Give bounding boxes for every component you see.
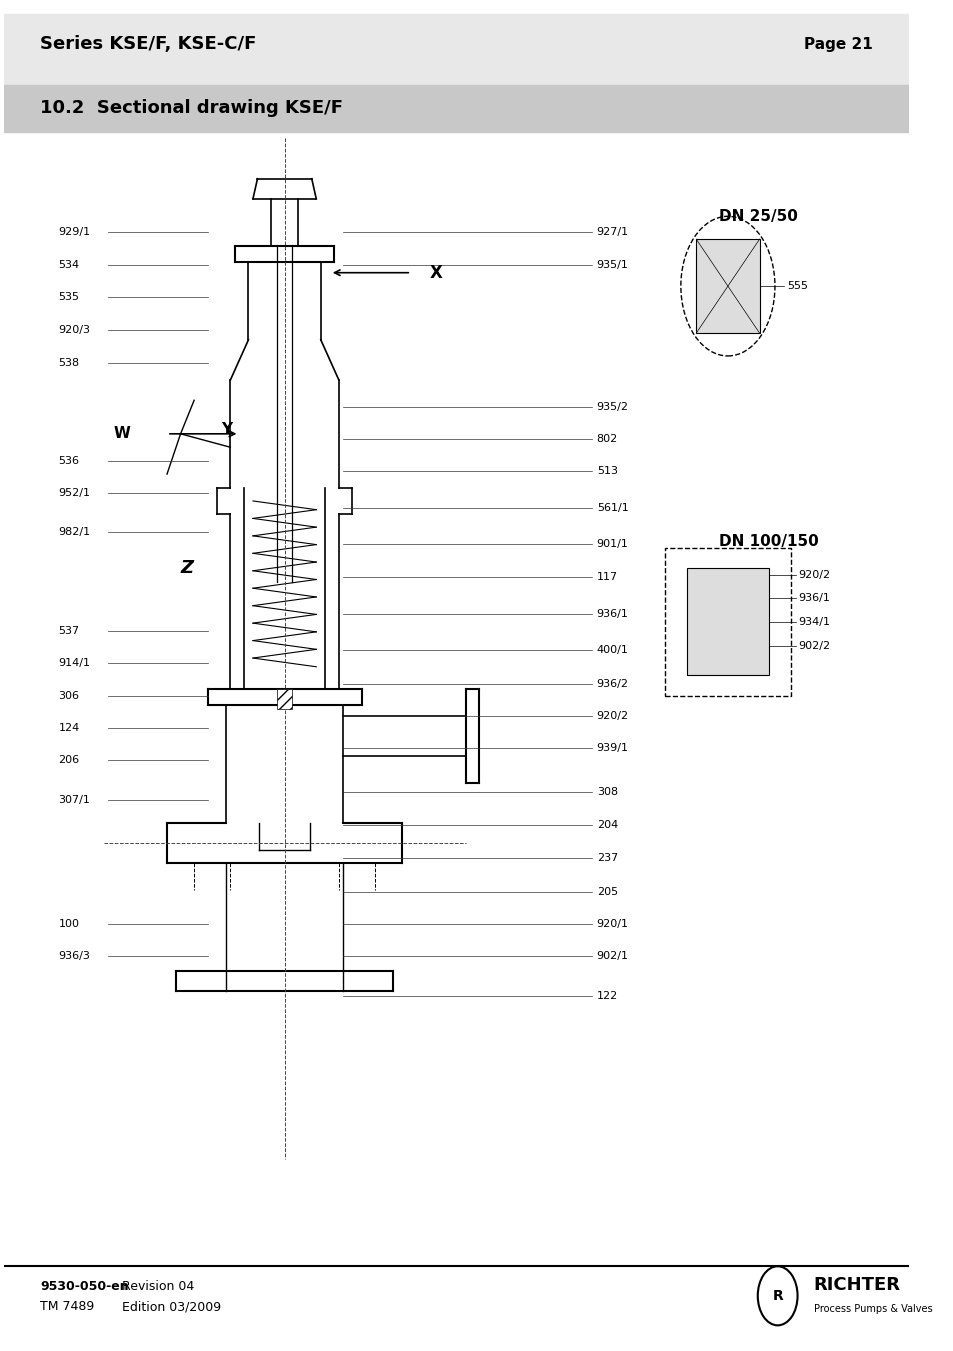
- Text: 802: 802: [597, 434, 618, 444]
- Bar: [4, 85, 908, 131]
- Text: 902/2: 902/2: [798, 640, 830, 651]
- Text: 10.2  Sectional drawing KSE/F: 10.2 Sectional drawing KSE/F: [40, 99, 343, 118]
- Text: W: W: [113, 427, 131, 442]
- Text: 538: 538: [58, 358, 79, 367]
- Text: TM 7489: TM 7489: [40, 1300, 94, 1313]
- Text: 901/1: 901/1: [597, 539, 628, 549]
- Bar: [664, 549, 790, 696]
- Text: 537: 537: [58, 627, 79, 636]
- Text: 936/2: 936/2: [597, 678, 628, 689]
- Bar: [4, 14, 908, 88]
- Text: R: R: [772, 1289, 782, 1302]
- Text: 936/3: 936/3: [58, 951, 91, 961]
- Text: 939/1: 939/1: [597, 743, 628, 753]
- Text: 206: 206: [58, 755, 79, 765]
- Text: 535: 535: [58, 292, 79, 301]
- Text: 561/1: 561/1: [597, 503, 628, 512]
- Text: 920/2: 920/2: [597, 711, 628, 721]
- Text: 307/1: 307/1: [58, 796, 91, 805]
- Text: 935/2: 935/2: [597, 403, 628, 412]
- Text: 920/3: 920/3: [58, 326, 91, 335]
- Text: 934/1: 934/1: [798, 617, 830, 627]
- Text: Z: Z: [180, 559, 193, 577]
- Text: 204: 204: [597, 820, 618, 830]
- Text: 536: 536: [58, 455, 79, 466]
- Text: Revision 04: Revision 04: [122, 1279, 193, 1293]
- Text: 308: 308: [597, 788, 618, 797]
- Text: 902/1: 902/1: [597, 951, 628, 961]
- Text: 124: 124: [58, 723, 80, 732]
- Text: RICHTER: RICHTER: [813, 1277, 900, 1294]
- Text: Series KSE/F, KSE-C/F: Series KSE/F, KSE-C/F: [40, 35, 256, 54]
- Text: DN 25/50: DN 25/50: [719, 209, 797, 224]
- Text: DN 100/150: DN 100/150: [719, 534, 818, 549]
- Text: 306: 306: [58, 690, 79, 701]
- Text: 929/1: 929/1: [58, 227, 91, 238]
- Text: 400/1: 400/1: [597, 644, 628, 655]
- Text: 100: 100: [58, 919, 79, 929]
- Text: 9530-050-en: 9530-050-en: [40, 1279, 129, 1293]
- Bar: [696, 239, 759, 334]
- Text: 237: 237: [597, 852, 618, 863]
- Text: 920/1: 920/1: [597, 919, 628, 929]
- Text: 936/1: 936/1: [597, 609, 628, 619]
- Text: 914/1: 914/1: [58, 658, 91, 669]
- Text: 122: 122: [597, 992, 618, 1001]
- Text: 117: 117: [597, 573, 618, 582]
- Text: 935/1: 935/1: [597, 259, 628, 270]
- Text: X: X: [429, 263, 442, 282]
- Text: 936/1: 936/1: [798, 593, 829, 603]
- Text: 982/1: 982/1: [58, 527, 91, 536]
- Text: 920/2: 920/2: [798, 570, 830, 580]
- Text: 534: 534: [58, 259, 79, 270]
- Text: Y: Y: [221, 423, 233, 438]
- Text: Page 21: Page 21: [803, 36, 872, 51]
- Text: Edition 03/2009: Edition 03/2009: [122, 1300, 221, 1313]
- Text: 952/1: 952/1: [58, 488, 91, 499]
- Text: 205: 205: [597, 886, 618, 897]
- Bar: [686, 567, 768, 676]
- Bar: [277, 689, 292, 709]
- Text: Process Pumps & Valves: Process Pumps & Valves: [813, 1304, 931, 1315]
- Text: 555: 555: [786, 281, 807, 290]
- Text: 513: 513: [597, 466, 618, 477]
- Text: 927/1: 927/1: [597, 227, 628, 238]
